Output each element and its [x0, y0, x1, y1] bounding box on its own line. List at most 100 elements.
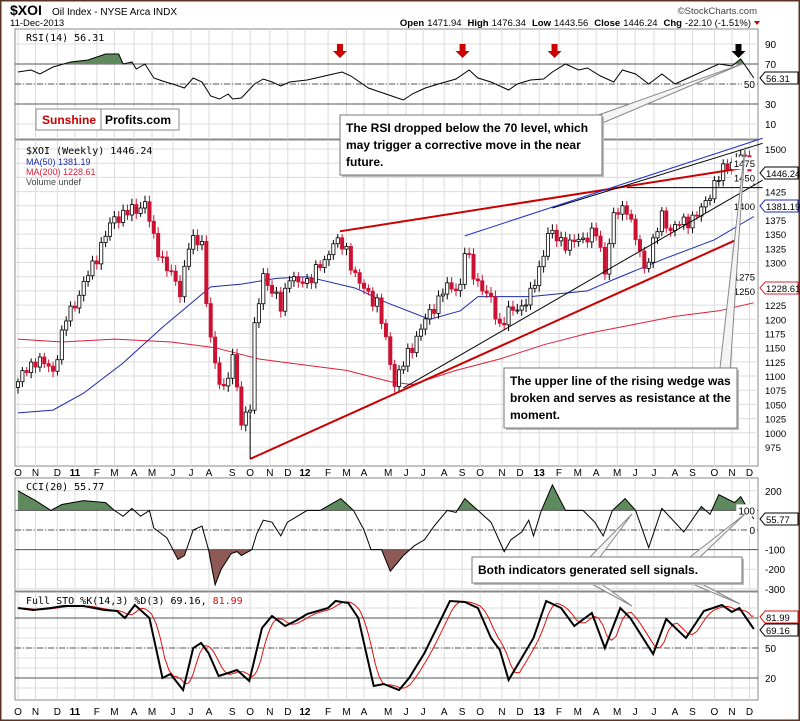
candle-body: [712, 180, 717, 200]
candle-body: [598, 235, 603, 248]
candle: [703, 196, 708, 214]
signals-callout-pointer: [689, 582, 741, 605]
candle-body: [116, 216, 121, 223]
sto-d-title: 81.99: [213, 596, 243, 607]
x-tick-label: D: [54, 468, 61, 479]
candle: [151, 215, 156, 239]
candle: [563, 231, 568, 254]
candle-body: [423, 318, 428, 330]
signals-callout-pointer: [589, 582, 633, 607]
close-value: 1446.24: [623, 18, 657, 29]
stochastic-panel: [14, 591, 759, 701]
candle-body: [309, 278, 314, 284]
signal-arrow-icon: [731, 44, 746, 58]
wedge-callout-text: The upper line of the rising wedge was br…: [510, 374, 731, 422]
x-tick-label: S: [229, 707, 236, 718]
x-tick-label: J: [633, 468, 638, 479]
x-tick-label: O: [14, 468, 22, 479]
candle: [217, 356, 222, 390]
candle: [405, 343, 410, 372]
signals-callout: Both indicators generated sell signals.: [471, 513, 746, 607]
candle: [169, 264, 174, 276]
x-tick-label: M: [110, 468, 118, 479]
x-tick-label: S: [689, 707, 696, 718]
candle-body: [532, 285, 537, 289]
candle: [72, 301, 77, 312]
candle: [160, 250, 165, 264]
x-tick-label: D: [284, 468, 291, 479]
candle: [576, 233, 581, 247]
candle: [489, 287, 494, 303]
price-tick-label: 1200: [765, 315, 786, 326]
candle: [506, 300, 511, 332]
candle: [134, 198, 139, 219]
price-value-tag-text: 1446.24: [766, 169, 800, 180]
candle-body: [440, 293, 445, 297]
candle-body: [475, 278, 480, 282]
candle-body: [581, 237, 586, 240]
candle-body: [677, 224, 682, 226]
candle: [458, 278, 463, 297]
price-value-tag-box: [759, 166, 799, 180]
candle: [681, 213, 686, 230]
candle: [107, 217, 112, 241]
candle-body: [173, 270, 178, 282]
candle-body: [121, 209, 126, 223]
candle: [112, 211, 117, 230]
candle: [633, 214, 638, 246]
candle-body: [191, 235, 196, 250]
candle: [528, 282, 533, 310]
candle: [467, 247, 472, 259]
candle-body: [497, 318, 502, 324]
candle-body: [515, 309, 520, 312]
candle-body: [239, 386, 244, 426]
sto-k-line: [17, 599, 755, 693]
candle: [256, 298, 261, 329]
price-tick-label-inside: 1250: [731, 284, 757, 298]
signals-callout-pointer: [689, 513, 746, 558]
sto-title: Full STO %K(14,3) %D(3) 69.16,: [26, 596, 207, 607]
candle-body: [129, 204, 134, 216]
price-tick-label-inside: 1450: [731, 171, 757, 184]
price-tick-label: 1075: [765, 386, 786, 397]
candle-body: [550, 229, 555, 234]
candle-body: [620, 205, 625, 215]
ma200-value-tag-text: 1228.61: [766, 284, 800, 295]
x-tick-label: O: [711, 468, 719, 479]
candle-body: [287, 280, 292, 289]
price-tick-label: 1050: [765, 400, 786, 411]
candle-body: [659, 210, 664, 233]
candle: [33, 358, 38, 374]
candle-body: [226, 377, 231, 387]
candle: [313, 260, 318, 289]
candle-body: [410, 347, 415, 354]
x-tick-label: O: [246, 707, 254, 718]
candle-body: [375, 297, 380, 307]
candle-body: [340, 237, 345, 250]
candle-body: [261, 273, 266, 305]
candle-body: [602, 246, 607, 275]
x-tick-label: N: [32, 707, 39, 718]
candle-body: [138, 207, 143, 214]
candle: [344, 243, 349, 256]
rsi-callout-box: [339, 114, 603, 176]
candle-body: [186, 248, 191, 267]
x-tick-label: D: [516, 707, 523, 718]
x-tick-label: O: [476, 707, 484, 718]
tick-label-backing: [731, 270, 757, 283]
candle-body: [607, 243, 612, 275]
x-tick-label: J: [651, 707, 656, 718]
price-tick-label: 1225: [765, 301, 786, 312]
candle-body: [217, 362, 222, 385]
candle-body: [681, 216, 686, 225]
quote-summary: Open 1471.94 High 1476.34 Low 1443.56 Cl…: [400, 18, 760, 29]
volume-legend: Volume undef: [26, 177, 82, 187]
candle-body: [708, 198, 713, 201]
candle-body: [502, 322, 507, 326]
candle-body: [103, 235, 108, 243]
candle-body: [322, 259, 327, 268]
candle-body: [265, 273, 270, 286]
candle: [462, 247, 467, 290]
candle-body: [673, 224, 678, 231]
